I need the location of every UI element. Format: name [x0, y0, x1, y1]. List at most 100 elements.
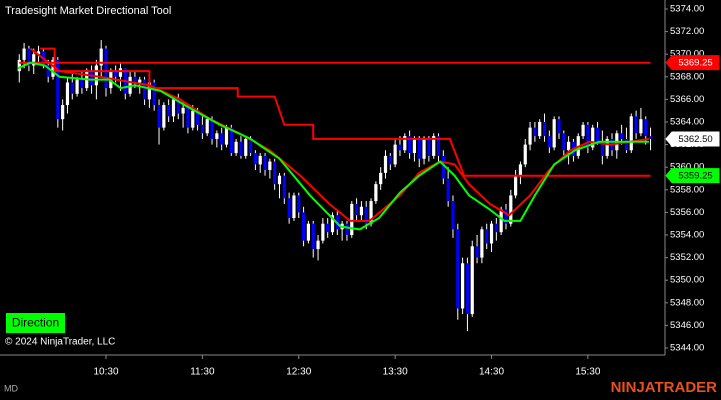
candle-body [152, 82, 156, 106]
price-marker [665, 55, 720, 71]
candle-body [292, 195, 296, 219]
candle-body [157, 105, 161, 128]
candle-body [542, 122, 547, 137]
price-marker-label: 5369.25 [678, 58, 712, 69]
candle-body [234, 141, 238, 154]
y-tick-label: 5352.00 [670, 252, 704, 263]
candle-body [27, 48, 31, 66]
candle-body [412, 138, 417, 154]
candle-body [581, 124, 585, 137]
y-tick-label: 5374.00 [670, 4, 704, 15]
y-tick-label: 5344.00 [670, 343, 704, 354]
candle-body [104, 48, 108, 89]
candle-body [167, 105, 171, 117]
footer-label: MD [4, 383, 18, 393]
x-tick-label: 11:30 [190, 367, 215, 378]
x-tick-label: 14:30 [479, 367, 504, 378]
candle-body [191, 110, 195, 128]
direction-button-label[interactable]: Direction [12, 316, 59, 330]
candle-body [195, 110, 200, 125]
candle-body [504, 209, 508, 224]
candle-body [200, 124, 204, 134]
candle-body [248, 138, 253, 154]
candle-body [75, 79, 79, 94]
candle-body [36, 51, 41, 55]
candle-body [32, 54, 36, 66]
candle-body [118, 68, 123, 77]
candle-body [432, 136, 436, 156]
price-marker-label: 5362.50 [678, 134, 712, 145]
y-tick-label: 5370.00 [670, 49, 704, 60]
candle-body [644, 119, 648, 137]
candle-body [403, 136, 407, 151]
candle-body [383, 155, 388, 173]
candle-body [321, 223, 325, 241]
candle-body [162, 105, 166, 128]
candle-body [624, 138, 629, 151]
x-tick-label: 13:30 [383, 367, 408, 378]
x-tick-label: 12:30 [286, 367, 311, 378]
candle-body [470, 246, 474, 315]
y-tick-label: 5366.00 [670, 94, 704, 105]
y-tick-label: 5356.00 [670, 207, 704, 218]
candle-body [330, 215, 335, 233]
candle-body [326, 223, 330, 233]
y-tick-label: 5372.00 [670, 26, 704, 37]
candle-body [239, 141, 243, 156]
candle-body [518, 164, 523, 176]
candle-body [306, 223, 311, 241]
candle-body [480, 229, 484, 258]
candle-body [89, 71, 94, 86]
y-tick-label: 5360.00 [670, 162, 704, 173]
price-marker [665, 168, 720, 184]
candle-body [417, 138, 421, 159]
candle-body [244, 138, 248, 156]
candle-body [547, 136, 551, 148]
candle-body [359, 206, 364, 216]
candle-body [171, 99, 176, 117]
candle-body [133, 76, 137, 83]
candle-body [350, 203, 354, 235]
candle-body [485, 229, 489, 244]
candle-body [451, 201, 455, 230]
candle-body [181, 107, 185, 114]
candle-body [186, 107, 190, 128]
candle-body [99, 48, 103, 66]
candle-body [147, 82, 151, 100]
candle-body [80, 79, 84, 89]
candle-body [205, 119, 209, 134]
candle-body [65, 82, 70, 106]
candle-body [224, 127, 229, 145]
x-tick-label: 10:30 [93, 367, 118, 378]
candle-body [514, 175, 518, 196]
indicator-line [17, 61, 649, 231]
candle-body [215, 133, 219, 139]
candle-body [311, 223, 315, 250]
candle-body [634, 116, 638, 134]
candle-body [273, 161, 277, 185]
logo: NINJATRADER [611, 379, 718, 396]
candle-body [263, 155, 267, 171]
candle-body [277, 175, 282, 185]
candle-body [567, 141, 571, 151]
candle-body [538, 122, 542, 137]
candle-body [316, 240, 320, 250]
candle-body [70, 82, 74, 94]
candle-body [489, 223, 494, 244]
candle-body [422, 138, 426, 159]
direction-button[interactable] [6, 313, 65, 333]
candle-body [528, 127, 532, 145]
candle-body [46, 65, 50, 77]
candle-body [436, 136, 441, 156]
candle-body [393, 144, 397, 165]
candle-body [253, 153, 257, 165]
candle-body [552, 119, 556, 148]
candle-body [509, 195, 513, 224]
candle-body [456, 229, 460, 309]
candle-body [17, 59, 21, 72]
candle-body [388, 155, 392, 165]
candle-body [282, 175, 286, 199]
candle-body [220, 133, 224, 145]
candle-body [379, 172, 383, 185]
